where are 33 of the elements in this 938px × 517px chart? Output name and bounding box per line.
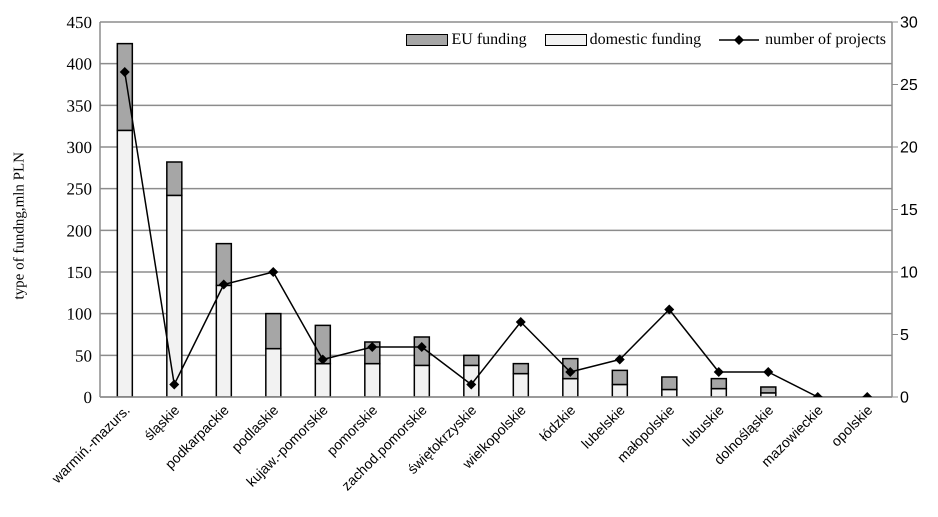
point [318, 354, 328, 364]
y-tick-label: 100 [66, 304, 92, 324]
y2-tick-label: 30 [900, 14, 918, 32]
y-tick-label: 50 [75, 346, 92, 366]
point [614, 354, 625, 364]
legend-label: domestic funding [588, 31, 702, 49]
y-tick-label: 0 [84, 388, 92, 408]
point [367, 342, 378, 352]
y-tick-label: 350 [66, 96, 92, 116]
y2-tick-label: 25 [900, 77, 918, 94]
point [516, 317, 526, 327]
bar [760, 386, 777, 394]
y-tick-label: 150 [66, 263, 92, 282]
y2-tick-label: 10 [900, 264, 918, 282]
legend-label: EU funding [450, 31, 527, 49]
point [763, 367, 774, 377]
y2-tick-label: 5 [900, 327, 909, 344]
y-axis-title: type of fundng,mln PLN [11, 152, 28, 300]
y2-tick-label: 0 [900, 390, 909, 407]
y-tick-label: 250 [66, 180, 92, 199]
y2-tick-label: 20 [900, 140, 918, 157]
y-tick-label: 300 [66, 138, 92, 158]
point [120, 67, 130, 77]
legend-label: number of projects [764, 31, 886, 49]
point [169, 380, 180, 390]
point [268, 267, 278, 277]
point [218, 280, 229, 290]
point [714, 367, 724, 377]
y-tick-label: 450 [66, 13, 92, 32]
y-tick-label: 400 [66, 54, 92, 74]
y-tick-label: 200 [66, 221, 92, 240]
y2-tick-label: 15 [900, 202, 918, 220]
point [664, 304, 674, 314]
